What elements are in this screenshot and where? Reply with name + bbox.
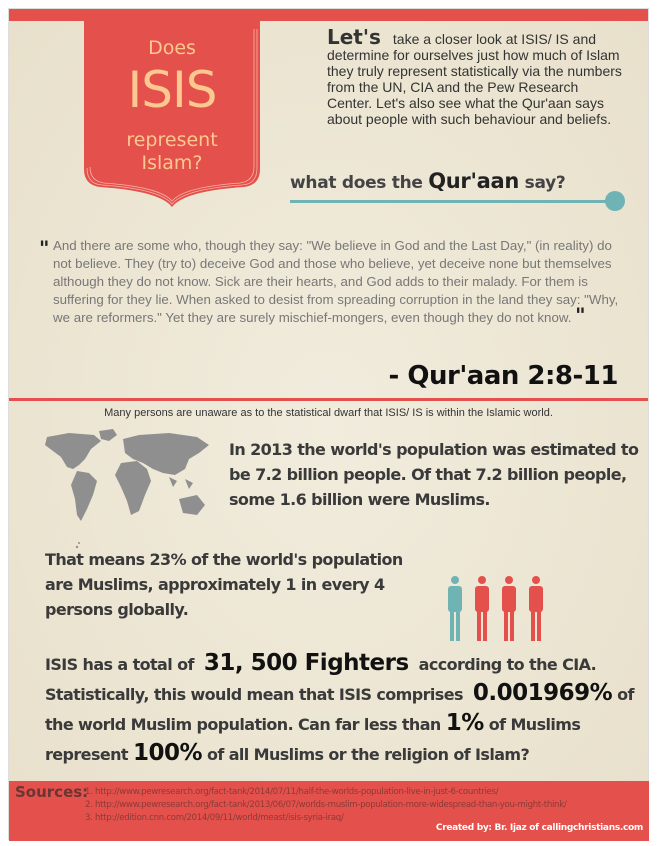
heading-pre: what does the [290, 173, 423, 193]
hundred-percent: 100% [132, 740, 203, 766]
isis-stats: ISIS has a total of 31, 500 Fighters acc… [45, 649, 645, 769]
isis-t1: ISIS has a total of [45, 655, 194, 674]
heading-key: Qur'aan [428, 169, 520, 193]
banner-line-1: Does [148, 37, 196, 59]
title-banner: Does ISIS represent Islam? [84, 9, 260, 207]
sources-label: Sources: [15, 783, 89, 801]
intro-text: Let's take a closer look at ISIS/ IS and … [327, 27, 627, 127]
population-text: In 2013 the world's population was estim… [229, 440, 639, 509]
close-quote-mark: " [575, 303, 586, 327]
world-map-icon [45, 429, 209, 549]
open-quote-mark: " [39, 236, 50, 260]
intro-body: take a closer look at ISIS/ IS and deter… [327, 31, 622, 127]
source-link[interactable]: 2. http://www.pewresearch.org/fact-tank/… [85, 800, 567, 810]
heading-post: say? [524, 173, 566, 193]
divider [9, 398, 648, 401]
intro-lead: Let's [327, 25, 381, 49]
isis-t3: of the world Muslim population. Can far … [45, 685, 634, 734]
person-icon [475, 576, 489, 641]
banner-line-3: represent [126, 129, 218, 151]
isis-t2: according to the CIA. Statistically, thi… [45, 655, 597, 704]
sources-list: 1. http://www.pewresearch.org/fact-tank/… [85, 786, 567, 825]
credit: Created by: Br. Ijaz of callingchristian… [435, 823, 643, 833]
isis-percentage: 0.001969% [472, 680, 613, 706]
banner-shape [84, 9, 260, 207]
person-icon [448, 576, 462, 641]
banner-line-2: ISIS [127, 61, 218, 119]
infographic: Does ISIS represent Islam? Let's take a c… [8, 8, 649, 841]
isis-t5: of all Muslims or the religion of Islam? [206, 745, 530, 764]
person-icon [502, 576, 516, 641]
people-icons [448, 576, 543, 641]
teal-dot [605, 191, 625, 211]
fighters-count: 31, 500 Fighters [203, 650, 409, 676]
quran-heading: what does the Qur'aan say? [290, 169, 566, 193]
teal-line [290, 200, 615, 203]
source-link[interactable]: 1. http://www.pewresearch.org/fact-tank/… [85, 787, 499, 797]
quran-quote: " And there are some who, though they sa… [39, 237, 629, 327]
quote-reference: - Qur'aan 2:8-11 [388, 361, 619, 391]
quote-text: And there are some who, though they say:… [53, 238, 619, 325]
caption: Many persons are unaware as to the stati… [104, 407, 553, 419]
banner-line-4: Islam? [141, 152, 203, 174]
person-icon [529, 576, 543, 641]
one-percent: 1% [445, 710, 485, 736]
muslim-share-text: That means 23% of the world's population… [45, 550, 403, 619]
sources-box: Sources: 1. http://www.pewresearch.org/f… [9, 781, 649, 841]
isis-t4: of Muslims represent [45, 715, 581, 764]
source-link[interactable]: 3. http://edition.cnn.com/2014/09/11/wor… [85, 813, 344, 823]
